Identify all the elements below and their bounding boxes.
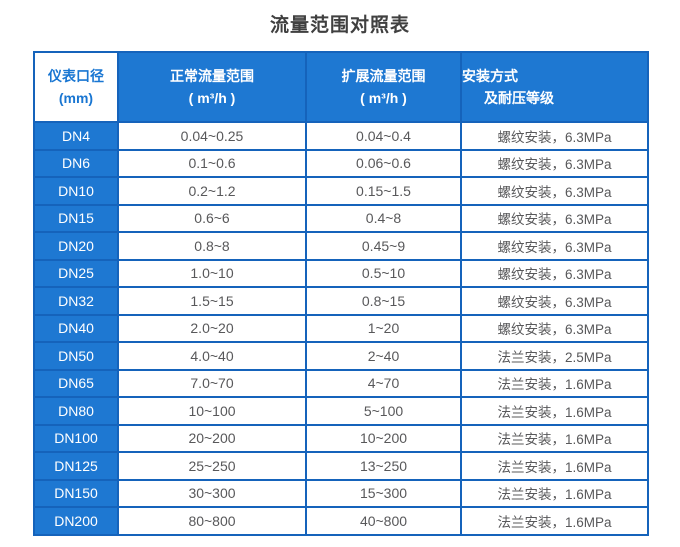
install-cell: 法兰安装，1.6MPa: [460, 506, 649, 536]
install-cell: 螺纹安装，6.3MPa: [460, 203, 649, 233]
dn-cell: DN32: [33, 286, 119, 316]
table-row: DN200 80~800 40~800 法兰安装，1.6MPa: [33, 506, 649, 536]
dn-cell: DN15: [33, 203, 119, 233]
flow-range-table: 仪表口径 (mm) 正常流量范围 ( m³/h ) 扩展流量范围 ( m³/h …: [33, 51, 649, 536]
extended-range-cell: 13~250: [305, 451, 462, 481]
extended-range-cell: 0.5~10: [305, 258, 462, 288]
install-cell: 法兰安装，2.5MPa: [460, 341, 649, 371]
install-cell: 法兰安装，1.6MPa: [460, 478, 649, 508]
normal-range-cell: 2.0~20: [117, 313, 307, 343]
dn-cell: DN50: [33, 341, 119, 371]
table-row: DN10 0.2~1.2 0.15~1.5 螺纹安装，6.3MPa: [33, 176, 649, 206]
normal-range-cell: 30~300: [117, 478, 307, 508]
extended-range-cell: 15~300: [305, 478, 462, 508]
extended-range-cell: 2~40: [305, 341, 462, 371]
extended-range-cell: 0.04~0.4: [305, 121, 462, 151]
table-row: DN100 20~200 10~200 法兰安装，1.6MPa: [33, 423, 649, 453]
header-install-line2: 及耐压等级: [484, 90, 554, 106]
table-row: DN15 0.6~6 0.4~8 螺纹安装，6.3MPa: [33, 203, 649, 233]
dn-cell: DN200: [33, 506, 119, 536]
dn-cell: DN20: [33, 231, 119, 261]
install-cell: 螺纹安装，6.3MPa: [460, 148, 649, 178]
install-cell: 螺纹安装，6.3MPa: [460, 176, 649, 206]
install-cell: 螺纹安装，6.3MPa: [460, 258, 649, 288]
normal-range-cell: 80~800: [117, 506, 307, 536]
table-row: DN20 0.8~8 0.45~9 螺纹安装，6.3MPa: [33, 231, 649, 261]
install-cell: 法兰安装，1.6MPa: [460, 368, 649, 398]
dn-cell: DN6: [33, 148, 119, 178]
normal-range-cell: 4.0~40: [117, 341, 307, 371]
normal-range-cell: 20~200: [117, 423, 307, 453]
table-row: DN65 7.0~70 4~70 法兰安装，1.6MPa: [33, 368, 649, 398]
normal-range-cell: 0.04~0.25: [117, 121, 307, 151]
normal-range-cell: 10~100: [117, 396, 307, 426]
normal-range-cell: 0.6~6: [117, 203, 307, 233]
extended-range-cell: 10~200: [305, 423, 462, 453]
table-row: DN25 1.0~10 0.5~10 螺纹安装，6.3MPa: [33, 258, 649, 288]
normal-range-cell: 1.5~15: [117, 286, 307, 316]
header-install-method: 安装方式 及耐压等级: [460, 51, 649, 123]
extended-range-cell: 1~20: [305, 313, 462, 343]
install-cell: 螺纹安装，6.3MPa: [460, 231, 649, 261]
extended-range-cell: 0.15~1.5: [305, 176, 462, 206]
install-cell: 螺纹安装，6.3MPa: [460, 286, 649, 316]
header-normal-flow-range: 正常流量范围 ( m³/h ): [117, 51, 307, 123]
dn-cell: DN100: [33, 423, 119, 453]
dn-cell: DN65: [33, 368, 119, 398]
normal-range-cell: 0.8~8: [117, 231, 307, 261]
install-cell: 螺纹安装，6.3MPa: [460, 313, 649, 343]
extended-range-cell: 0.06~0.6: [305, 148, 462, 178]
header-normal-flow-line1: 正常流量范围: [170, 68, 254, 84]
normal-range-cell: 7.0~70: [117, 368, 307, 398]
extended-range-cell: 40~800: [305, 506, 462, 536]
header-extended-flow-line1: 扩展流量范围: [341, 68, 426, 84]
extended-range-cell: 0.4~8: [305, 203, 462, 233]
install-cell: 螺纹安装，6.3MPa: [460, 121, 649, 151]
table-row: DN40 2.0~20 1~20 螺纹安装，6.3MPa: [33, 313, 649, 343]
extended-range-cell: 4~70: [305, 368, 462, 398]
dn-cell: DN150: [33, 478, 119, 508]
table-row: DN32 1.5~15 0.8~15 螺纹安装，6.3MPa: [33, 286, 649, 316]
table-row: DN80 10~100 5~100 法兰安装，1.6MPa: [33, 396, 649, 426]
install-cell: 法兰安装，1.6MPa: [460, 423, 649, 453]
header-normal-flow-line2: ( m³/h ): [188, 90, 236, 106]
normal-range-cell: 0.2~1.2: [117, 176, 307, 206]
dn-cell: DN25: [33, 258, 119, 288]
normal-range-cell: 1.0~10: [117, 258, 307, 288]
normal-range-cell: 25~250: [117, 451, 307, 481]
page-title: 流量范围对照表: [269, 15, 410, 36]
header-extended-flow-range: 扩展流量范围 ( m³/h ): [305, 51, 462, 123]
normal-range-cell: 0.1~0.6: [117, 148, 307, 178]
extended-range-cell: 0.8~15: [305, 286, 462, 316]
header-row: 仪表口径 (mm) 正常流量范围 ( m³/h ) 扩展流量范围 ( m³/h …: [33, 51, 649, 123]
extended-range-cell: 5~100: [305, 396, 462, 426]
table-row: DN4 0.04~0.25 0.04~0.4 螺纹安装，6.3MPa: [33, 121, 649, 151]
dn-cell: DN40: [33, 313, 119, 343]
header-extended-flow-line2: ( m³/h ): [360, 90, 407, 106]
dn-cell: DN4: [33, 121, 119, 151]
table-row: DN125 25~250 13~250 法兰安装，1.6MPa: [33, 451, 649, 481]
install-cell: 法兰安装，1.6MPa: [460, 396, 649, 426]
table-row: DN150 30~300 15~300 法兰安装，1.6MPa: [33, 478, 649, 508]
dn-cell: DN80: [33, 396, 119, 426]
header-meter-diameter: 仪表口径 (mm): [33, 51, 119, 123]
extended-range-cell: 0.45~9: [305, 231, 462, 261]
table-row: DN50 4.0~40 2~40 法兰安装，2.5MPa: [33, 341, 649, 371]
header-meter-diameter-line2: (mm): [58, 90, 94, 106]
install-cell: 法兰安装，1.6MPa: [460, 451, 649, 481]
dn-cell: DN10: [33, 176, 119, 206]
header-meter-diameter-line1: 仪表口径: [48, 68, 104, 84]
dn-cell: DN125: [33, 451, 119, 481]
table-row: DN6 0.1~0.6 0.06~0.6 螺纹安装，6.3MPa: [33, 148, 649, 178]
header-install-line1: 安装方式: [462, 68, 518, 84]
